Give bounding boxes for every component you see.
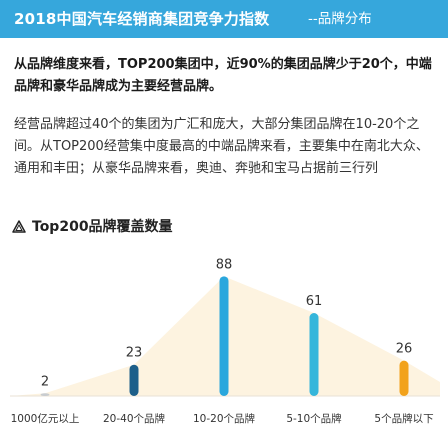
header-bar: 2018中国汽车经销商集团竞争力指数 --品牌分布 — [0, 0, 448, 38]
page-subtitle: --品牌分布 — [308, 11, 372, 27]
page-title: 2018中国汽车经销商集团竞争力指数 — [14, 10, 270, 28]
triangle-icon — [12, 219, 26, 233]
category-label-4: 5个品牌以下 — [374, 412, 433, 425]
category-label-1: 20-40个品牌 — [103, 412, 166, 425]
category-label-2: 10-20个品牌 — [193, 412, 256, 425]
value-label-3: 61 — [306, 294, 323, 309]
value-label-4: 26 — [396, 342, 413, 357]
category-label-3: 5-10个品牌 — [286, 412, 342, 425]
value-label-1: 23 — [126, 346, 143, 361]
category-label-0: 1000亿元以上 — [11, 412, 80, 425]
chart-title: Top200品牌覆盖数量 — [32, 219, 173, 235]
bar-1 — [129, 364, 139, 396]
bar-4 — [399, 360, 409, 396]
value-label-0: 2 — [41, 374, 49, 389]
detail-text: 经营品牌超过40个的集团为广汇和庞大，大部分集团品牌在10-20个之间。从TOP… — [14, 117, 429, 176]
summary-text: 从品牌维度来看，TOP200集团中，近90%的集团品牌少于20个，中端品牌和豪华… — [14, 57, 432, 94]
chart-heading: Top200品牌覆盖数量 — [12, 216, 173, 236]
bar-chart: 2 1000亿元以上 23 20-40个品牌 88 10-20个品牌 61 5-10个品牌 26… — [10, 257, 440, 425]
bar-3 — [309, 313, 319, 396]
bar-2 — [219, 276, 229, 396]
bar-0 — [40, 393, 50, 396]
value-label-2: 88 — [216, 257, 233, 272]
